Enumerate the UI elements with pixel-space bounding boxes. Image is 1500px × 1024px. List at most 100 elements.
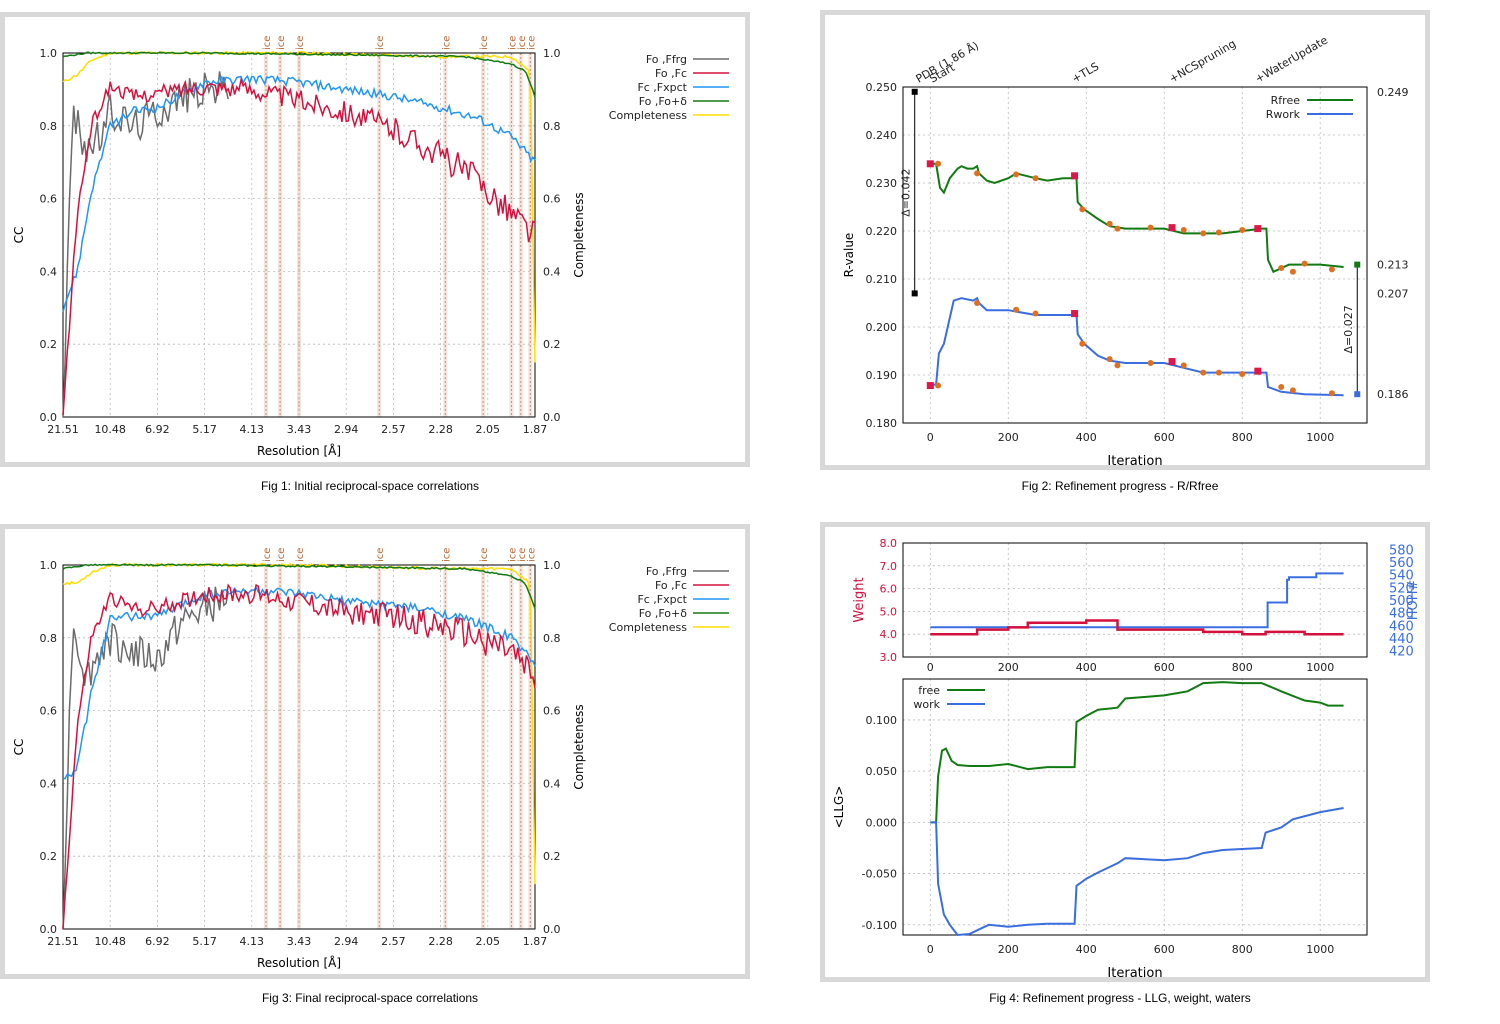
series-rfree <box>930 162 1344 274</box>
macrocycle-marker <box>1013 171 1020 178</box>
right-value-label: 0.249 <box>1377 86 1409 99</box>
ice-ring-label: ice <box>479 548 490 562</box>
x-axis-label: Resolution [Å] <box>257 443 341 458</box>
x-tick-label: 0 <box>927 431 934 444</box>
ice-ring-label: ice <box>375 548 386 562</box>
series-fo-ffrg <box>62 71 229 418</box>
x-tick-label: 200 <box>998 943 1019 956</box>
series-hoh <box>930 572 1344 629</box>
macrocycle-marker <box>1301 260 1308 267</box>
x-tick-label: 1000 <box>1306 431 1334 444</box>
macrocycle-marker <box>1079 340 1086 347</box>
final-rwork-marker <box>1354 391 1361 398</box>
macrocycle-marker <box>1106 220 1113 227</box>
weight-tick-label: 6.0 <box>880 583 898 596</box>
fig4-caption: Fig 4: Refinement progress - LLG, weight… <box>989 991 1251 1005</box>
x-tick-label: 2.57 <box>381 423 406 436</box>
y2-axis-label: Completeness <box>572 704 586 789</box>
hoh-tick-label: 580 <box>1389 543 1414 558</box>
y2-tick-label: 0.2 <box>543 338 561 351</box>
y-tick-label: 1.0 <box>40 559 58 572</box>
macrocycle-marker <box>1200 369 1207 376</box>
y-axis-label: CC <box>12 739 26 756</box>
fig1-panel: ice ice ice ice ice ice ice ice ice 0.0 0.2 0.4 0.6 0… <box>0 12 750 467</box>
x-tick-label: 600 <box>1154 943 1175 956</box>
hoh-tick-label: 440 <box>1389 632 1414 647</box>
x-tick-label: 200 <box>998 661 1019 674</box>
x-tick-label: 800 <box>1232 661 1253 674</box>
fig1-chart: ice ice ice ice ice ice iceiceice0.00.20.40.60… <box>12 36 729 458</box>
ice-ring-label: ice <box>262 36 273 50</box>
macrocycle-marker <box>974 170 981 177</box>
fig2-chart: 0.180 0.190 0.200 0.210 0.220 0.230 0.240 0.250… <box>842 33 1409 465</box>
hoh-tick-label: 480 <box>1389 607 1414 622</box>
y-axis-label: CC <box>12 227 26 244</box>
macrocycle-marker <box>1215 369 1222 376</box>
macrocycle-marker <box>1289 268 1296 275</box>
x-tick-label: 6.92 <box>145 423 170 436</box>
hoh-tick-label: 520 <box>1389 581 1414 596</box>
x-tick-label: 3.43 <box>287 935 312 948</box>
weight-axis-label: Weight <box>852 577 867 622</box>
legend-label: Rfree <box>1271 94 1301 107</box>
x-tick-label: 1000 <box>1306 943 1334 956</box>
macrocycle-marker <box>1032 175 1039 182</box>
stage-marker <box>926 160 934 168</box>
legend-label: Fo ,Fo+δ <box>639 607 688 620</box>
ice-ring-label: ice <box>526 548 537 562</box>
x-tick-label: 10.48 <box>94 423 126 436</box>
stage-label: +NCSpruning <box>1167 37 1238 86</box>
plot-frame <box>62 52 536 418</box>
pdb-rfree-marker <box>911 88 918 95</box>
x-tick-label: 4.13 <box>240 935 265 948</box>
macrocycle-marker <box>1239 227 1246 234</box>
x-tick-label: 2.28 <box>428 935 453 948</box>
x-axis-label: Iteration <box>1107 454 1162 465</box>
series-llg-free <box>930 681 1344 824</box>
y-tick-label: 0.210 <box>866 273 898 286</box>
y-tick-label: 0.4 <box>40 265 58 278</box>
ice-ring-label: ice <box>507 36 518 50</box>
x-tick-label: 4.13 <box>240 423 265 436</box>
macrocycle-marker <box>1328 266 1335 273</box>
macrocycle-marker <box>1289 387 1296 394</box>
plot-frame <box>902 86 1368 424</box>
x-axis-label: Resolution [Å] <box>257 955 341 970</box>
macrocycle-marker <box>1147 224 1154 231</box>
hoh-tick-label: 460 <box>1389 619 1414 634</box>
stage-marker <box>1071 172 1079 180</box>
stage-marker <box>1168 358 1176 366</box>
x-tick-label: 2.05 <box>476 423 501 436</box>
series-fo-fc <box>62 583 536 930</box>
y-tick-label: 0.6 <box>40 705 58 718</box>
x-tick-label: 2.05 <box>476 935 501 948</box>
y-tick-label: 0.4 <box>40 777 58 790</box>
pdb-rwork-marker <box>911 290 918 297</box>
final-rfree-marker <box>1354 261 1361 268</box>
macrocycle-marker <box>935 160 942 167</box>
y2-axis-label: Completeness <box>572 192 586 277</box>
y-tick-label: 0.050 <box>866 765 898 778</box>
x-tick-label: 10.48 <box>94 935 126 948</box>
series-weight <box>930 619 1344 636</box>
y-tick-label: 0.2 <box>40 338 58 351</box>
ice-ring-label: ice <box>295 36 306 50</box>
hoh-tick-label: 560 <box>1389 556 1414 571</box>
x-tick-label: 400 <box>1076 431 1097 444</box>
hoh-tick-label: 500 <box>1389 594 1414 609</box>
macrocycle-marker <box>1114 362 1121 369</box>
macrocycle-marker <box>1114 225 1121 232</box>
y-tick-label: 1.0 <box>40 47 58 60</box>
x-tick-label: 2.94 <box>334 423 359 436</box>
stage-marker <box>1254 225 1262 233</box>
fig3-chart: ice ice ice ice ice ice iceiceice0.00.20.40.60… <box>12 548 729 970</box>
top-plot-frame <box>902 542 1368 658</box>
ice-ring-label: ice <box>375 36 386 50</box>
ice-ring-label: ice <box>479 36 490 50</box>
bottom-plot-frame <box>902 678 1368 936</box>
y2-tick-label: 0.8 <box>543 632 561 645</box>
hoh-tick-label: 420 <box>1389 645 1414 660</box>
legend-label: work <box>913 698 940 711</box>
legend-label: Fo ,Ffrg <box>646 565 687 578</box>
x-tick-label: 1.87 <box>523 935 548 948</box>
